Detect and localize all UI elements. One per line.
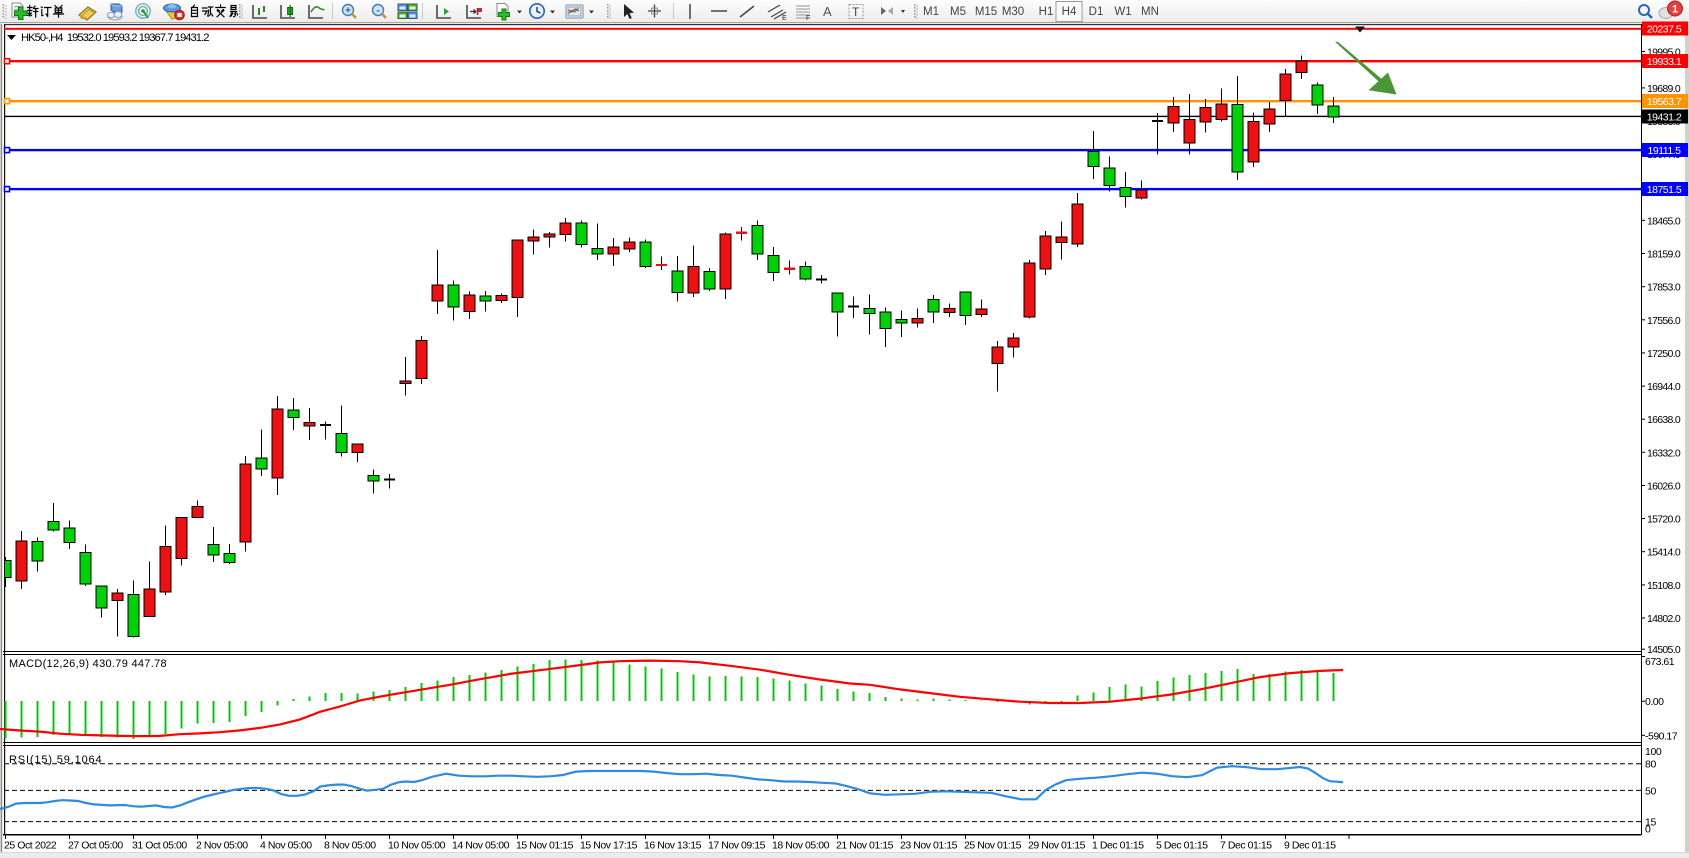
svg-text:H1: H1 <box>1039 6 1054 18</box>
svg-text:M1: M1 <box>923 6 939 18</box>
svg-text:+: + <box>345 6 351 17</box>
svg-text:29 Nov 01:15: 29 Nov 01:15 <box>1028 840 1086 852</box>
svg-text:31 Oct 05:00: 31 Oct 05:00 <box>132 840 187 852</box>
svg-text:17556.0: 17556.0 <box>1647 315 1681 327</box>
svg-text:T: T <box>852 5 860 19</box>
svg-text:M5: M5 <box>950 6 966 18</box>
svg-text:16026.0: 16026.0 <box>1647 481 1681 493</box>
svg-text:-590.17: -590.17 <box>1645 730 1678 742</box>
svg-text:18751.5: 18751.5 <box>1647 184 1682 196</box>
svg-text:15 Nov 17:15: 15 Nov 17:15 <box>580 840 638 852</box>
svg-text:H4: H4 <box>1062 6 1077 18</box>
svg-text:F: F <box>806 15 810 22</box>
svg-text:7 Dec 01:15: 7 Dec 01:15 <box>1220 840 1272 852</box>
svg-text:14802.0: 14802.0 <box>1647 613 1681 625</box>
svg-text:0.00: 0.00 <box>1645 696 1664 708</box>
svg-text:-: - <box>376 6 379 17</box>
svg-text:15720.0: 15720.0 <box>1647 514 1681 526</box>
svg-text:21 Nov 01:15: 21 Nov 01:15 <box>836 840 894 852</box>
svg-text:MACD(12,26,9) 430.79 447.78: MACD(12,26,9) 430.79 447.78 <box>9 658 167 670</box>
svg-text:A: A <box>823 4 832 19</box>
svg-text:17853.0: 17853.0 <box>1647 282 1681 294</box>
svg-text:0: 0 <box>1645 824 1651 836</box>
svg-text:2 Nov 05:00: 2 Nov 05:00 <box>196 840 248 852</box>
svg-text:RSI(15) 59.1064: RSI(15) 59.1064 <box>9 754 102 766</box>
svg-text:1: 1 <box>1672 4 1678 16</box>
svg-text:18465.0: 18465.0 <box>1647 215 1681 227</box>
svg-text:14 Nov 05:00: 14 Nov 05:00 <box>452 840 510 852</box>
svg-text:16332.0: 16332.0 <box>1647 447 1681 459</box>
svg-text:20237.5: 20237.5 <box>1647 24 1682 36</box>
svg-text:23 Nov 01:15: 23 Nov 01:15 <box>900 840 958 852</box>
svg-text:MN: MN <box>1141 6 1159 18</box>
svg-text:M15: M15 <box>975 6 997 18</box>
svg-text:E: E <box>782 15 787 22</box>
svg-text:19111.5: 19111.5 <box>1648 145 1682 157</box>
svg-text:5 Dec 01:15: 5 Dec 01:15 <box>1156 840 1208 852</box>
svg-text:18159.0: 18159.0 <box>1647 249 1681 261</box>
svg-text:15414.0: 15414.0 <box>1647 547 1681 559</box>
svg-text:10 Nov 05:00: 10 Nov 05:00 <box>388 840 446 852</box>
svg-text:80: 80 <box>1645 759 1656 771</box>
svg-text:100: 100 <box>1645 746 1662 758</box>
svg-text:16638.0: 16638.0 <box>1647 414 1681 426</box>
svg-text:M30: M30 <box>1002 6 1024 18</box>
svg-text:HK50-,H4 19532.0 19593.2 1936: HK50-,H4 19532.0 19593.2 19367.7 19431.2 <box>21 32 209 44</box>
svg-text:D1: D1 <box>1089 6 1104 18</box>
svg-text:8 Nov 05:00: 8 Nov 05:00 <box>324 840 376 852</box>
svg-text:50: 50 <box>1645 785 1656 797</box>
svg-text:14505.0: 14505.0 <box>1647 644 1681 656</box>
svg-text:27 Oct 05:00: 27 Oct 05:00 <box>68 840 123 852</box>
svg-text:1 Dec 01:15: 1 Dec 01:15 <box>1092 840 1144 852</box>
svg-text:W1: W1 <box>1114 6 1131 18</box>
svg-text:15: 15 <box>1645 817 1656 829</box>
svg-text:16944.0: 16944.0 <box>1647 381 1681 393</box>
svg-text:19431.2: 19431.2 <box>1647 112 1682 124</box>
svg-text:19563.7: 19563.7 <box>1647 96 1682 108</box>
svg-text:25 Oct 2022: 25 Oct 2022 <box>4 840 57 852</box>
svg-text:18 Nov 05:00: 18 Nov 05:00 <box>772 840 830 852</box>
svg-text:673.61: 673.61 <box>1645 656 1675 668</box>
svg-text:25 Nov 01:15: 25 Nov 01:15 <box>964 840 1022 852</box>
svg-text:4 Nov 05:00: 4 Nov 05:00 <box>260 840 312 852</box>
svg-text:19689.0: 19689.0 <box>1647 83 1681 95</box>
svg-text:15108.0: 15108.0 <box>1647 580 1681 592</box>
svg-text:16 Nov 13:15: 16 Nov 13:15 <box>644 840 702 852</box>
svg-text:15 Nov 01:15: 15 Nov 01:15 <box>516 840 574 852</box>
svg-text:19933.1: 19933.1 <box>1647 56 1682 68</box>
svg-text:9 Dec 01:15: 9 Dec 01:15 <box>1284 840 1336 852</box>
svg-text:17 Nov 09:15: 17 Nov 09:15 <box>708 840 766 852</box>
svg-text:17250.0: 17250.0 <box>1647 348 1681 360</box>
